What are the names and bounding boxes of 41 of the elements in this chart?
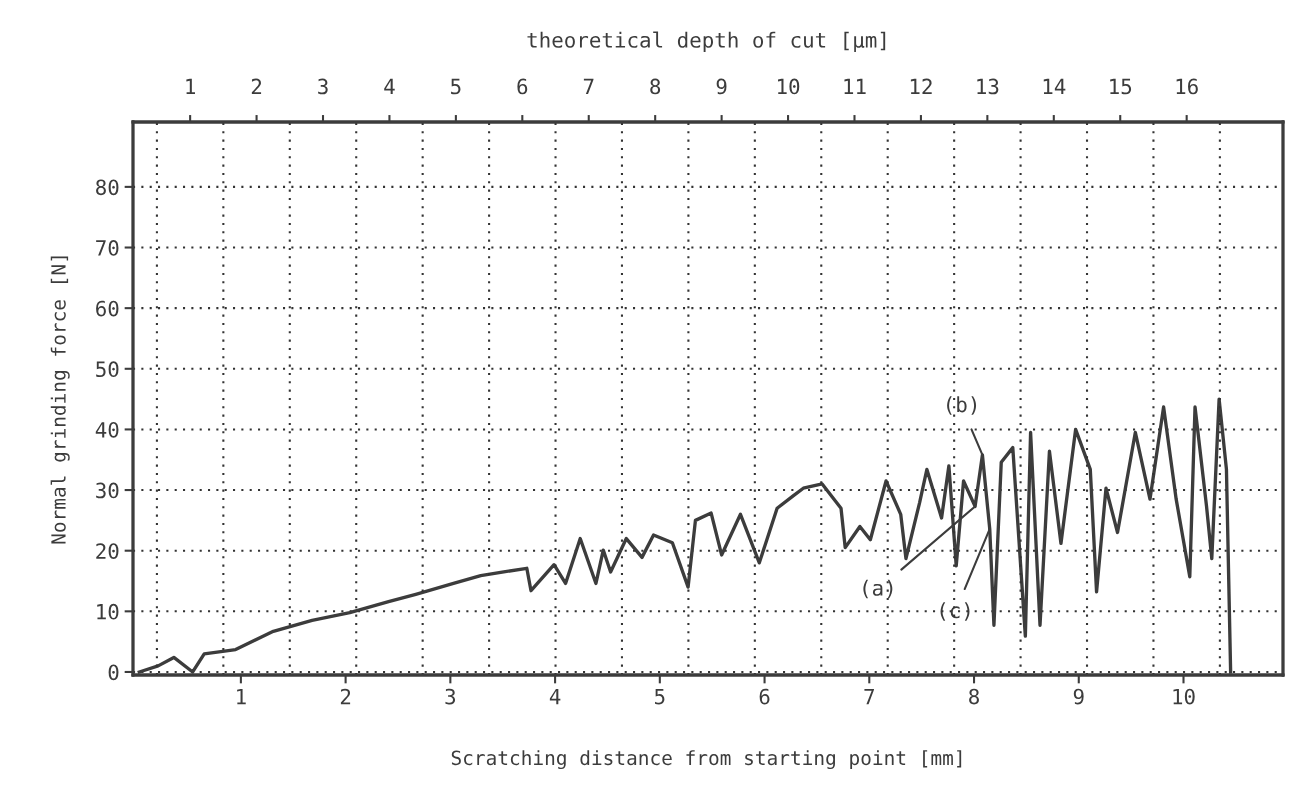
x2-tick-label: 7 [583,78,594,95]
y-tick-label: 60 [96,300,119,317]
y-tick-label: 20 [96,543,119,559]
x2-tick-label: 12 [910,78,932,95]
x2-tick-label: 5 [451,78,461,95]
x2-axis-title: theoretical depth of cut [µm] [527,31,886,52]
x2-tick-label: 13 [977,78,999,95]
y-axis-title: Normal grinding force [N] [50,256,70,544]
annotation: (b) [947,396,977,415]
x-tick-label: 10 [1173,688,1195,705]
x2-tick-label: 16 [1176,78,1198,95]
x-tick-label: 6 [759,688,770,705]
x-tick-label: 7 [864,688,874,705]
y-tick-label: 10 [97,603,119,620]
x2-tick-label: 15 [1110,78,1132,95]
x2-tick-label: 4 [384,78,395,95]
x-tick-label: 9 [1073,688,1084,705]
y-tick-label: 50 [96,361,119,378]
x-axis-title: Scratching distance from starting point [mm] [451,750,962,770]
x-tick-label: 4 [549,688,561,705]
y-tick-label: 0 [108,664,119,681]
x2-tick-label: 6 [517,78,528,95]
x-tick-label: 5 [655,688,665,705]
y-tick-label: 70 [96,240,119,256]
y-tick-label: 30 [96,482,119,499]
x-tick-label: 2 [340,688,351,705]
y-tick-label: 80 [96,179,119,196]
annotation: (a) [863,579,893,599]
x2-tick-label: 2 [251,78,262,95]
x2-tick-label: 9 [716,78,727,95]
x2-tick-label: 1 [186,78,195,95]
x2-tick-label: 14 [1043,78,1066,95]
annotation: (c) [940,602,970,621]
x-tick-label: 3 [445,688,456,705]
x2-tick-label: 8 [650,78,661,95]
x-tick-label: 1 [237,688,246,705]
x2-tick-label: 11 [844,78,866,95]
x2-tick-label: 3 [318,78,328,95]
y-tick-label: 40 [95,421,119,438]
x2-tick-label: 10 [778,78,800,95]
x-tick-label: 8 [969,688,979,705]
